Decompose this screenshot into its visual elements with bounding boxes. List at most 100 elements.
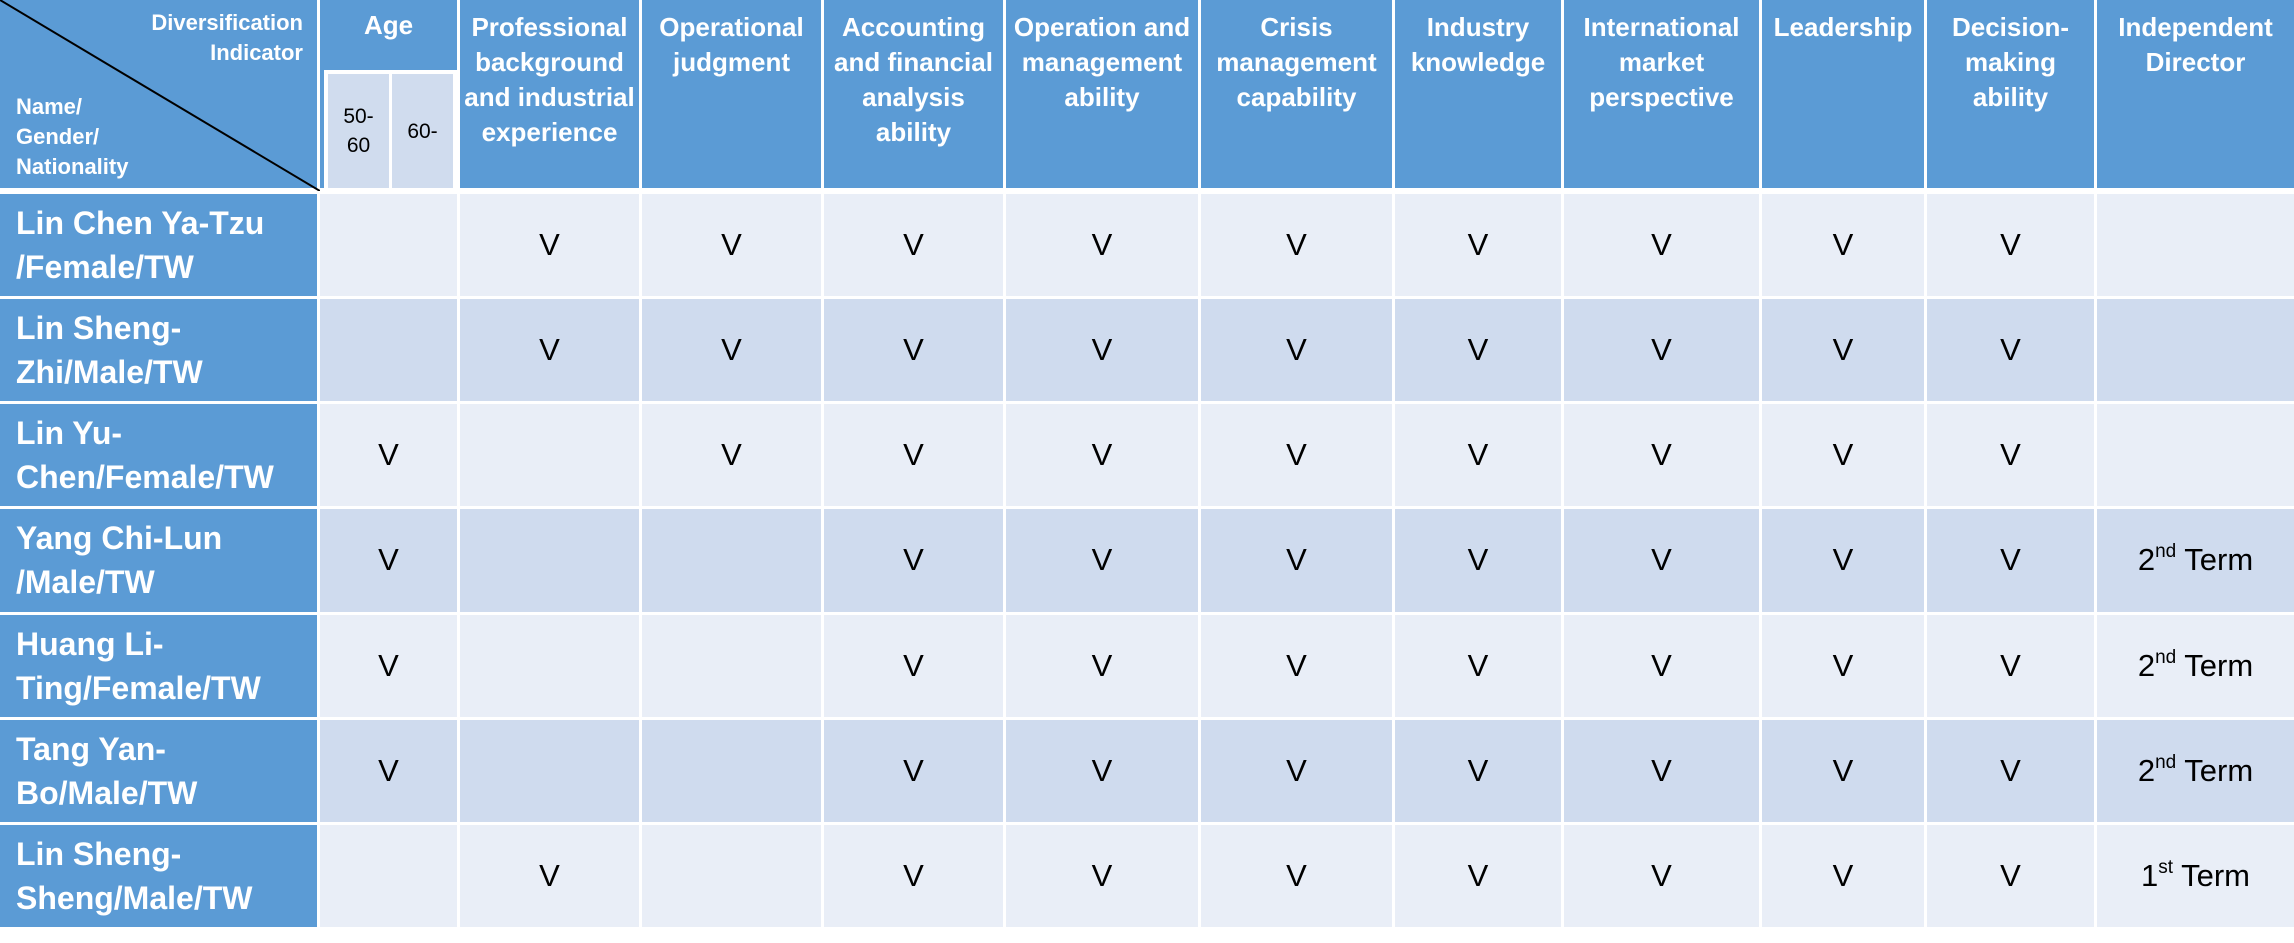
skill-mark-cell: V	[1762, 194, 1927, 300]
age-mark-cell: V	[320, 404, 460, 510]
col-header-crisis-management: Crisis management capability	[1201, 0, 1395, 194]
skill-mark-cell: V	[1006, 509, 1201, 615]
skill-mark-cell: V	[1201, 614, 1395, 720]
skill-mark-cell: V	[1927, 299, 2097, 405]
corner-bottom-label: Name/Gender/Nationality	[16, 94, 129, 179]
independent-director-term-cell	[2097, 299, 2294, 405]
age-mark-cell: V	[320, 509, 460, 615]
col-header-accounting-financial: Accounting and financial analysis abilit…	[824, 0, 1006, 194]
skill-mark-cell: V	[1564, 299, 1762, 405]
independent-director-term-cell	[2097, 404, 2294, 510]
skill-mark-cell: V	[1395, 719, 1564, 825]
skill-mark-cell: V	[1927, 614, 2097, 720]
skill-mark-cell: V	[1201, 509, 1395, 615]
skill-mark-cell: V	[1927, 194, 2097, 300]
skill-mark-cell: V	[1006, 194, 1201, 300]
skill-mark-cell	[642, 719, 824, 825]
col-header-professional-background: Professional background and industrial e…	[460, 0, 642, 194]
director-name-cell: Lin Sheng-Sheng/Male/TW	[0, 824, 320, 930]
corner-header: Diversification Indicator Name/Gender/Nat…	[0, 0, 320, 194]
table-row: Lin Yu-Chen/Female/TW V V V V V V V V V	[0, 404, 2294, 510]
age-header-label: Age	[363, 10, 414, 40]
col-header-operational-judgment: Operational judgment	[642, 0, 824, 194]
skill-mark-cell: V	[1395, 194, 1564, 300]
table-row: Huang Li-Ting/Female/TW V V V V V V V V 2nd Term	[0, 614, 2294, 720]
skill-mark-cell: V	[1006, 719, 1201, 825]
skill-mark-cell: V	[824, 404, 1006, 510]
col-header-industry-knowledge: Industry knowledge	[1395, 0, 1564, 194]
term-label: Term	[2176, 752, 2254, 788]
skill-mark-cell: V	[824, 824, 1006, 930]
skill-mark-cell: V	[1564, 404, 1762, 510]
age-subheader-group: 50- 60 60-	[324, 70, 457, 188]
skill-mark-cell: V	[824, 299, 1006, 405]
term-ordinal: 2	[2137, 752, 2156, 788]
skill-mark-cell: V	[1201, 299, 1395, 405]
table-row: Lin Sheng-Zhi/Male/TW V V V V V V V V V	[0, 299, 2294, 405]
age-mark-cell: V	[320, 614, 460, 720]
age-mark-cell	[320, 299, 460, 405]
skill-mark-cell: V	[1395, 404, 1564, 510]
skill-mark-cell: V	[1762, 404, 1927, 510]
col-header-operation-management: Operation and management ability	[1006, 0, 1201, 194]
term-label: Term	[2173, 857, 2250, 893]
skill-mark-cell: V	[1927, 719, 2097, 825]
skill-mark-cell: V	[642, 404, 824, 510]
age-header: Age 50- 60 60-	[320, 0, 460, 194]
skill-mark-cell	[642, 824, 824, 930]
skill-mark-cell: V	[1762, 719, 1927, 825]
age-sub-50-60: 50- 60	[328, 74, 389, 188]
skill-mark-cell: V	[1927, 824, 2097, 930]
independent-director-term-cell: 2nd Term	[2097, 509, 2294, 615]
skill-mark-cell: V	[1006, 614, 1201, 720]
independent-director-term-cell: 2nd Term	[2097, 614, 2294, 720]
table-row: Tang Yan-Bo/Male/TW V V V V V V V V 2nd Term	[0, 719, 2294, 825]
table-row: Yang Chi-Lun /Male/TW V V V V V V V V 2nd Term	[0, 509, 2294, 615]
col-header-international-market: International market perspective	[1564, 0, 1762, 194]
term-ordinal: 2	[2137, 542, 2156, 578]
skill-mark-cell: V	[460, 824, 642, 930]
skill-mark-cell: V	[1201, 824, 1395, 930]
skill-mark-cell: V	[1201, 404, 1395, 510]
table-row: Lin Chen Ya-Tzu /Female/TW V V V V V V V V V	[0, 194, 2294, 300]
skill-mark-cell	[460, 719, 642, 825]
skill-mark-cell: V	[1395, 509, 1564, 615]
col-header-leadership: Leadership	[1762, 0, 1927, 194]
age-sub-60-plus: 60-	[392, 74, 453, 188]
age-mark-cell	[320, 194, 460, 300]
director-name-cell: Yang Chi-Lun /Male/TW	[0, 509, 320, 615]
skill-mark-cell: V	[1927, 509, 2097, 615]
skill-mark-cell: V	[1201, 719, 1395, 825]
skill-mark-cell	[642, 509, 824, 615]
table-body: Lin Chen Ya-Tzu /Female/TW V V V V V V V V V Lin S…	[0, 194, 2294, 930]
age-mark-cell	[320, 824, 460, 930]
header-row: Diversification Indicator Name/Gender/Nat…	[0, 0, 2294, 194]
skill-mark-cell: V	[1564, 194, 1762, 300]
skill-mark-cell	[460, 404, 642, 510]
skill-mark-cell: V	[824, 719, 1006, 825]
skill-mark-cell: V	[1564, 719, 1762, 825]
term-ordinal-suffix: nd	[2155, 751, 2177, 773]
skill-mark-cell: V	[642, 194, 824, 300]
term-label: Term	[2176, 647, 2254, 683]
skill-mark-cell: V	[1006, 404, 1201, 510]
skill-mark-cell: V	[1006, 824, 1201, 930]
term-ordinal-suffix: st	[2158, 856, 2174, 878]
skill-mark-cell: V	[1006, 299, 1201, 405]
skill-mark-cell: V	[824, 614, 1006, 720]
skill-mark-cell: V	[1395, 299, 1564, 405]
skill-mark-cell: V	[1564, 614, 1762, 720]
col-header-decision-making: Decision-making ability	[1927, 0, 2097, 194]
skill-mark-cell: V	[1762, 509, 1927, 615]
age-mark-cell: V	[320, 719, 460, 825]
director-name-cell: Lin Chen Ya-Tzu /Female/TW	[0, 194, 320, 300]
corner-top-label: Diversification Indicator	[151, 10, 303, 65]
skill-mark-cell: V	[1762, 824, 1927, 930]
independent-director-term-cell: 2nd Term	[2097, 719, 2294, 825]
table-row: Lin Sheng-Sheng/Male/TW V V V V V V V V 1st Term	[0, 824, 2294, 930]
skill-mark-cell: V	[824, 509, 1006, 615]
skill-mark-cell: V	[1762, 299, 1927, 405]
term-ordinal-suffix: nd	[2155, 646, 2177, 668]
director-name-cell: Lin Sheng-Zhi/Male/TW	[0, 299, 320, 405]
